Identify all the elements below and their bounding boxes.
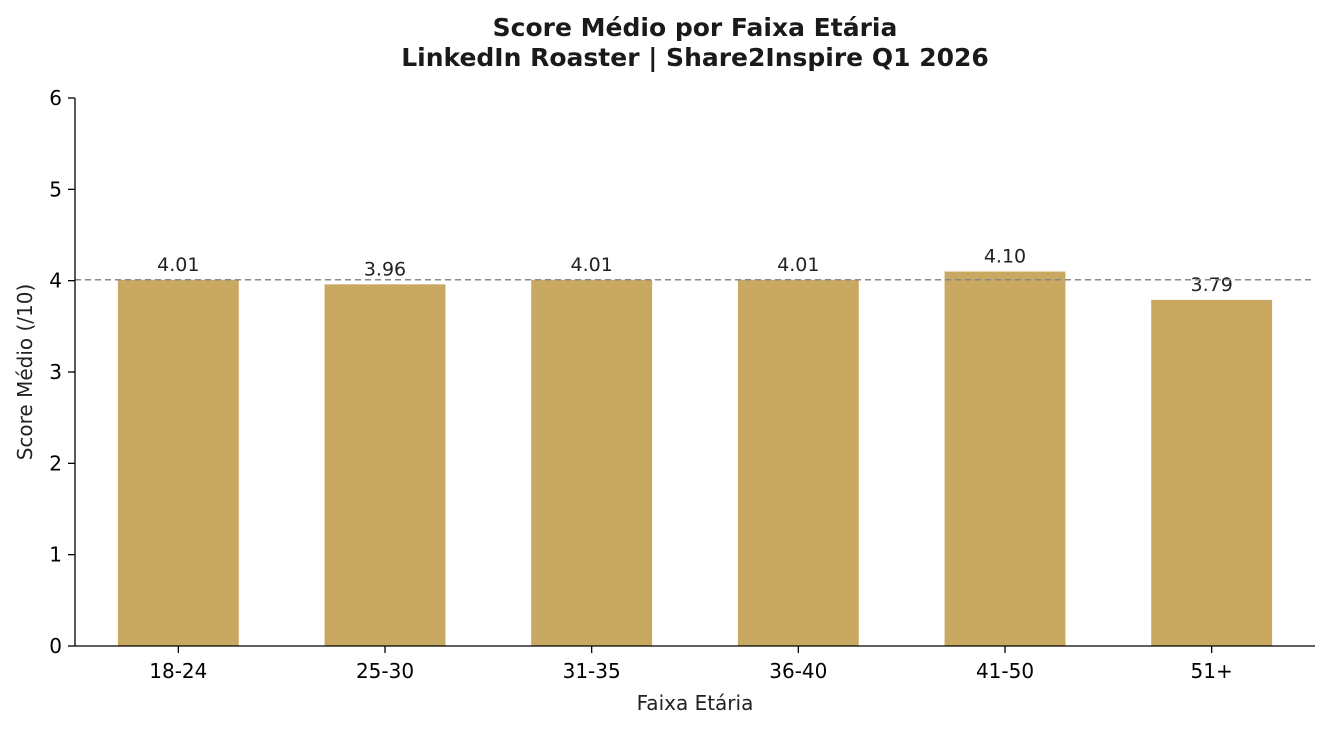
y-tick-label: 0 bbox=[49, 634, 62, 658]
x-tick-label: 18-24 bbox=[149, 659, 207, 683]
y-tick-label: 4 bbox=[49, 269, 62, 293]
bar-36-40 bbox=[737, 279, 859, 646]
data-label-36-40: 4.01 bbox=[777, 254, 819, 276]
x-tick-label: 36-40 bbox=[769, 659, 827, 683]
x-tick-label: 31-35 bbox=[563, 659, 621, 683]
bar-51+ bbox=[1151, 299, 1273, 646]
x-tick-label: 41-50 bbox=[976, 659, 1034, 683]
chart-title: Score Médio por Faixa Etária bbox=[493, 13, 898, 42]
y-axis-label: Score Médio (/10) bbox=[13, 284, 37, 461]
bar-25-30 bbox=[324, 284, 446, 646]
bar-41-50 bbox=[944, 271, 1066, 646]
x-tick-label: 25-30 bbox=[356, 659, 414, 683]
y-tick-label: 3 bbox=[49, 360, 62, 384]
y-tick-label: 2 bbox=[49, 451, 62, 475]
y-ticks-group: 0 1 2 3 4 5 6 bbox=[49, 86, 75, 658]
x-tick-label: 51+ bbox=[1191, 659, 1233, 683]
y-tick-label: 5 bbox=[49, 177, 62, 201]
bars-group bbox=[117, 271, 1273, 646]
bar-18-24 bbox=[117, 279, 239, 646]
data-label-18-24: 4.01 bbox=[157, 254, 199, 276]
x-axis-label: Faixa Etária bbox=[637, 691, 754, 715]
value-labels-group: 4.01 3.96 4.01 4.01 4.10 3.79 bbox=[157, 246, 1233, 296]
bar-31-35 bbox=[531, 279, 653, 646]
chart-subtitle: LinkedIn Roaster | Share2Inspire Q1 2026 bbox=[401, 43, 989, 72]
data-label-25-30: 3.96 bbox=[364, 258, 406, 280]
data-label-41-50: 4.10 bbox=[984, 246, 1026, 268]
y-tick-label: 6 bbox=[49, 86, 62, 110]
x-ticks-group: 18-24 25-30 31-35 36-40 41-50 51+ bbox=[149, 646, 1233, 683]
data-label-51+: 3.79 bbox=[1191, 274, 1233, 296]
y-tick-label: 1 bbox=[49, 543, 62, 567]
data-label-31-35: 4.01 bbox=[571, 254, 613, 276]
